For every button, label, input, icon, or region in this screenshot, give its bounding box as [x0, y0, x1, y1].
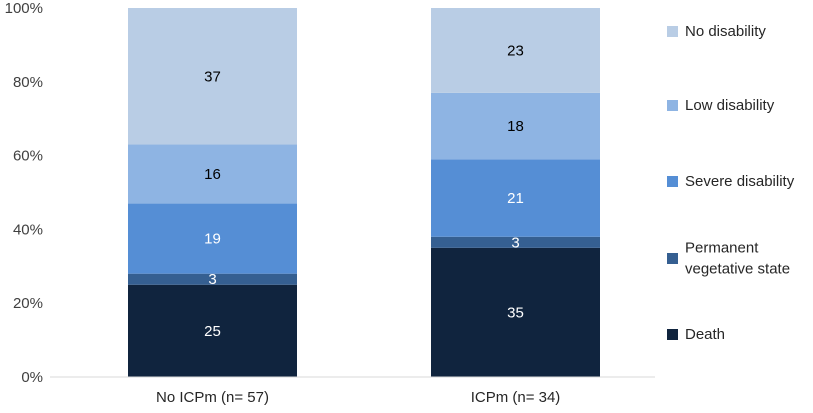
- legend-swatch: [667, 253, 678, 264]
- legend-swatch: [667, 100, 678, 111]
- y-axis: 0% 20% 40% 60% 80% 100%: [5, 0, 43, 386]
- bar-segment: [128, 273, 297, 285]
- legend-label: No disability: [685, 23, 766, 40]
- bar-segment: [128, 8, 297, 145]
- x-category-label: No ICPm (n= 57): [156, 389, 269, 406]
- legend-label: Severe disability: [685, 173, 795, 190]
- legend-label: Death: [685, 326, 725, 343]
- bar-segment: [431, 236, 600, 248]
- x-axis: No ICPm (n= 57) ICPm (n= 34): [50, 376, 655, 406]
- data-label: 16: [204, 166, 221, 183]
- y-tick-label: 60%: [13, 148, 43, 165]
- bar-segment: [431, 247, 600, 377]
- data-label: 3: [208, 271, 216, 288]
- y-tick-label: 20%: [13, 295, 43, 312]
- legend-label: Low disability: [685, 97, 775, 114]
- data-label: 18: [507, 118, 524, 135]
- legend: No disability Low disability Severe disabi…: [667, 23, 795, 343]
- y-tick-label: 80%: [13, 74, 43, 91]
- data-label: 19: [204, 231, 221, 248]
- data-label: 23: [507, 42, 524, 59]
- legend-swatch: [667, 26, 678, 37]
- data-label: 21: [507, 190, 524, 207]
- x-category-label: ICPm (n= 34): [471, 389, 561, 406]
- bar-segment: [431, 8, 600, 93]
- y-tick-label: 40%: [13, 221, 43, 238]
- bar-segment: [128, 144, 297, 204]
- legend-swatch: [667, 329, 678, 340]
- y-tick-label: 100%: [5, 0, 43, 17]
- bar-segment: [431, 92, 600, 160]
- legend-label: Permanent: [685, 240, 759, 257]
- data-label: 35: [507, 304, 524, 321]
- bar-segment: [431, 159, 600, 237]
- data-label: 25: [204, 323, 221, 340]
- legend-label: vegetative state: [685, 261, 790, 278]
- bars: 25 3 19 16 37 35 3 21 18 23: [128, 8, 600, 377]
- bar-segment: [128, 203, 297, 274]
- bar-segment: [128, 284, 297, 377]
- legend-swatch: [667, 176, 678, 187]
- data-label: 3: [511, 234, 519, 251]
- y-tick-label: 0%: [21, 369, 43, 386]
- data-label: 37: [204, 68, 221, 85]
